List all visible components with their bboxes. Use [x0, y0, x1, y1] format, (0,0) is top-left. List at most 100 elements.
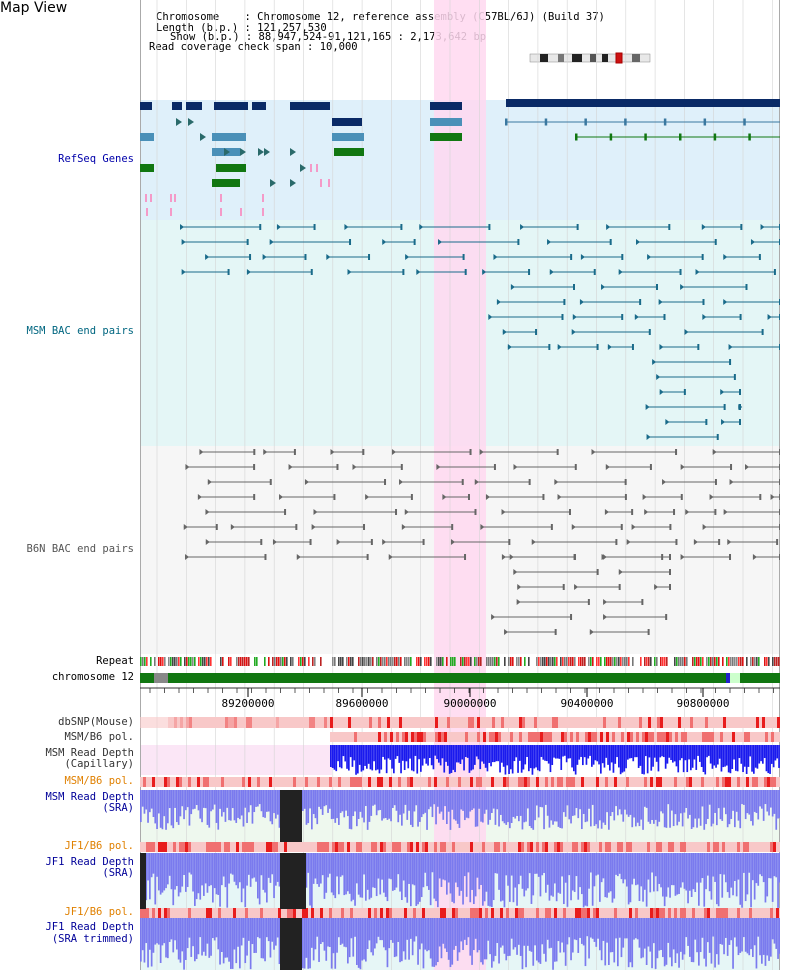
bac-end-marker: [352, 464, 357, 470]
snp-tick: [220, 194, 222, 202]
track-label-dbsnp[interactable]: dbSNP(Mouse): [58, 716, 134, 728]
pol-cell: [594, 717, 597, 728]
pol-cell: [641, 777, 644, 787]
depth-bar: [508, 745, 510, 775]
pol-cell: [507, 732, 510, 742]
pol-cell: [140, 908, 143, 918]
depth-bar: [584, 790, 587, 823]
pol-cell: [758, 842, 761, 852]
genome-browser-canvas[interactable]: 89200000 89600000 90000000 90400000 90800000: [140, 0, 780, 970]
depth-bar: [521, 790, 524, 830]
pol-cell: [528, 732, 531, 742]
repeat-element: [632, 657, 634, 666]
depth-bar: [699, 745, 701, 762]
pol-cell: [345, 717, 348, 728]
depth-bar: [154, 853, 157, 905]
pol-cell: [416, 777, 419, 787]
pol-cell: [488, 777, 491, 787]
depth-bar: [670, 745, 672, 760]
depth-bar: [156, 918, 158, 944]
track-label-jf1-depth-trim[interactable]: JF1 Read Depth: [45, 921, 134, 933]
chromosome-ideogram[interactable]: [528, 50, 654, 66]
pol-cell: [426, 732, 429, 742]
track-label-repeat[interactable]: Repeat: [96, 655, 134, 667]
depth-bar: [571, 745, 573, 768]
depth-bar: [586, 918, 589, 937]
track-label-b6n-bac[interactable]: B6N BAC end pairs: [26, 543, 134, 555]
depth-bar: [167, 853, 169, 885]
pol-cell: [749, 908, 752, 918]
track-label-msm-depth-sra[interactable]: MSM Read Depth: [45, 791, 134, 803]
depth-bar: [415, 918, 418, 937]
pol-cell: [188, 842, 191, 852]
bac-end-marker: [438, 239, 443, 245]
repeat-element: [716, 657, 718, 666]
depth-bar: [566, 853, 569, 907]
pol-cell: [423, 717, 426, 728]
depth-bar: [555, 918, 558, 962]
pol-cell: [644, 908, 647, 918]
pol-cell: [311, 777, 314, 787]
track-label-msm-depth-capillary[interactable]: MSM Read Depth: [45, 747, 134, 759]
pol-cell: [569, 908, 572, 918]
track-label-jf1-b6-pol-1[interactable]: JF1/B6 pol.: [64, 840, 134, 852]
pol-cell: [395, 908, 398, 918]
pol-cell: [668, 777, 671, 787]
pol-cell: [545, 842, 548, 852]
repeat-element: [204, 657, 206, 666]
track-label-refseq-genes[interactable]: RefSeq Genes: [58, 153, 134, 165]
depth-bar: [451, 918, 454, 965]
track-label-jf1-b6-pol-2[interactable]: JF1/B6 pol.: [64, 906, 134, 918]
track-label-msm-bac[interactable]: MSM BAC end pairs: [26, 325, 134, 337]
pol-cell: [197, 908, 200, 918]
pol-cell: [471, 732, 474, 742]
depth-bar: [679, 745, 681, 761]
pol-cell: [473, 908, 476, 918]
depth-bar: [183, 853, 185, 876]
genome-tracks-svg[interactable]: 89200000 89600000 90000000 90400000 90800000: [140, 0, 780, 970]
track-label-msm-b6-pol-1[interactable]: MSM/B6 pol.: [64, 731, 134, 743]
pol-cell: [491, 908, 494, 918]
pol-cell: [476, 908, 479, 918]
pol-cell: [351, 732, 354, 742]
depth-bar: [480, 918, 482, 963]
depth-bar: [633, 790, 635, 818]
depth-bar: [595, 853, 598, 876]
bac-end-marker: [464, 554, 467, 560]
pol-cell: [506, 908, 509, 918]
pol-cell: [206, 777, 209, 787]
depth-bar: [156, 853, 158, 877]
depth-bar: [775, 790, 778, 830]
depth-bar: [413, 918, 416, 942]
depth-bar: [464, 918, 466, 940]
depth-bar: [492, 918, 495, 962]
repeat-element: [606, 657, 608, 666]
repeat-element: [600, 657, 602, 666]
pol-cell: [224, 842, 227, 852]
pol-cell: [740, 908, 743, 918]
depth-bar: [609, 745, 611, 771]
depth-bar: [725, 790, 727, 815]
depth-bar: [428, 790, 430, 810]
repeat-element: [298, 657, 300, 666]
depth-bar: [599, 790, 601, 821]
track-label-chromosome[interactable]: chromosome 12: [51, 671, 134, 683]
pol-cell: [359, 777, 362, 787]
depth-bar: [540, 745, 543, 757]
depth-bar: [181, 918, 184, 952]
bac-end-marker: [556, 449, 559, 455]
track-label-jf1-depth-sra[interactable]: JF1 Read Depth: [45, 856, 134, 868]
depth-bar: [403, 745, 406, 771]
pol-cell: [233, 908, 236, 918]
depth-bar: [309, 853, 311, 906]
b6n-bac-pairs-stack: [491, 554, 671, 635]
depth-bar: [771, 853, 774, 902]
repeat-element: [238, 657, 240, 666]
track-label-msm-b6-pol-2[interactable]: MSM/B6 pol.: [64, 775, 134, 787]
depth-bar: [528, 790, 531, 827]
bac-end-marker: [574, 464, 577, 470]
depth-bar: [203, 790, 205, 808]
depth-bar: [303, 790, 306, 809]
depth-bar: [546, 745, 548, 762]
depth-bar: [629, 918, 632, 963]
